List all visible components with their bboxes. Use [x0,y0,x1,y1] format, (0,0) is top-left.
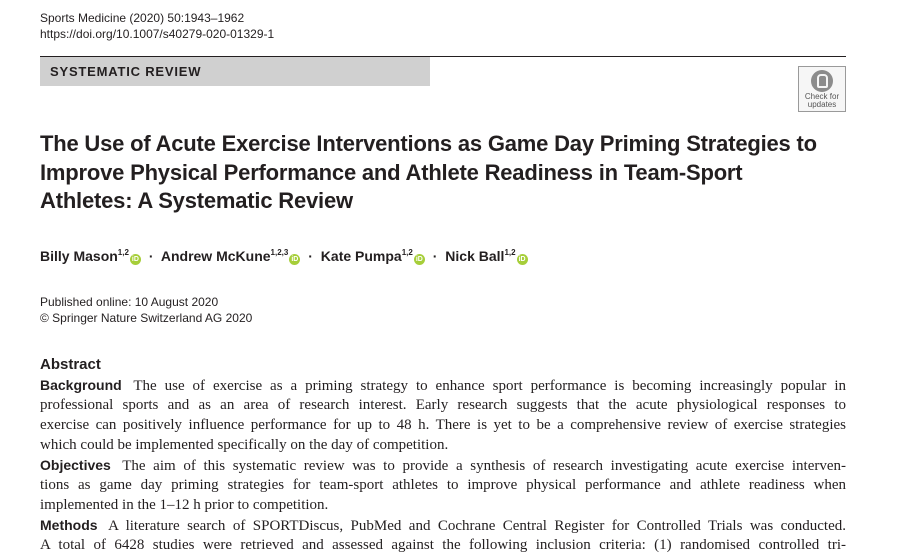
author-name[interactable]: Kate Pumpa [320,248,402,264]
article-title: The Use of Acute Exercise Interventions … [40,131,817,213]
author-affiliation: 1,2 [117,248,129,257]
author-affiliation: 1,2 [504,248,516,257]
abstract-line: professional sports and as an area of re… [40,397,846,413]
abstract-line: A total of 6428 studies were retrieved a… [40,537,846,553]
article-type-banner: SYSTEMATIC REVIEW [40,57,430,86]
author-affiliation: 1,2 [401,248,413,257]
check-badge-line2: updates [807,100,837,109]
published-date: Published online: 10 August 2020 [40,295,219,309]
orcid-icon[interactable]: iD [289,254,301,265]
abstract-line: Methods A literature search of SPORTDisc… [40,517,846,534]
author-affiliation: 1,2,3 [270,248,289,257]
abstract-line: Objectives The aim of this systematic re… [40,457,846,474]
abstract-line: exercise can positively influence perfor… [40,417,846,433]
abstract-line: which could be implemented specifically … [40,437,449,453]
abstract-line: implemented in the 1–12 h prior to compe… [40,497,329,513]
author-list: Billy Mason1,2iD · Andrew McKune1,2,3iD … [40,243,528,266]
abstract-objectives: Objectives The aim of this systematic re… [40,455,846,515]
orcid-icon[interactable]: iD [516,254,528,265]
journal-header: Sports Medicine (2020) 50:1943–1962 http… [40,10,274,42]
abstract: Abstract Background The use of exercise … [40,355,846,555]
copyright: © Springer Nature Switzerland AG 2020 [40,311,253,325]
check-for-updates-badge[interactable]: Check for updates [798,66,846,112]
abstract-line: Background The use of exercise as a prim… [40,377,846,394]
author-name[interactable]: Billy Mason [40,248,118,264]
abstract-line: tions as game day priming strategies for… [40,477,846,493]
author-name[interactable]: Andrew McKune [160,248,271,264]
orcid-icon[interactable]: iD [129,254,141,265]
check-for-updates-icon [811,70,833,92]
section-label: Methods [40,517,98,533]
check-badge-line1: Check for [804,92,840,101]
abstract-heading: Abstract [40,356,101,373]
journal-citation: Sports Medicine (2020) 50:1943–1962 [40,11,245,25]
author-name[interactable]: Nick Ball [445,248,505,264]
author-separator: · [432,248,438,264]
header-divider [40,56,846,57]
section-label: Background [40,377,122,393]
publication-info: Published online: 10 August 2020 © Sprin… [40,294,252,326]
doi-link[interactable]: https://doi.org/10.1007/s40279-020-01329… [40,27,275,41]
section-label: Objectives [40,457,111,473]
abstract-background: Background The use of exercise as a prim… [40,375,846,455]
author-separator: · [148,248,154,264]
abstract-methods: Methods A literature search of SPORTDisc… [40,515,846,555]
orcid-icon[interactable]: iD [413,254,425,265]
author-separator: · [308,248,313,264]
